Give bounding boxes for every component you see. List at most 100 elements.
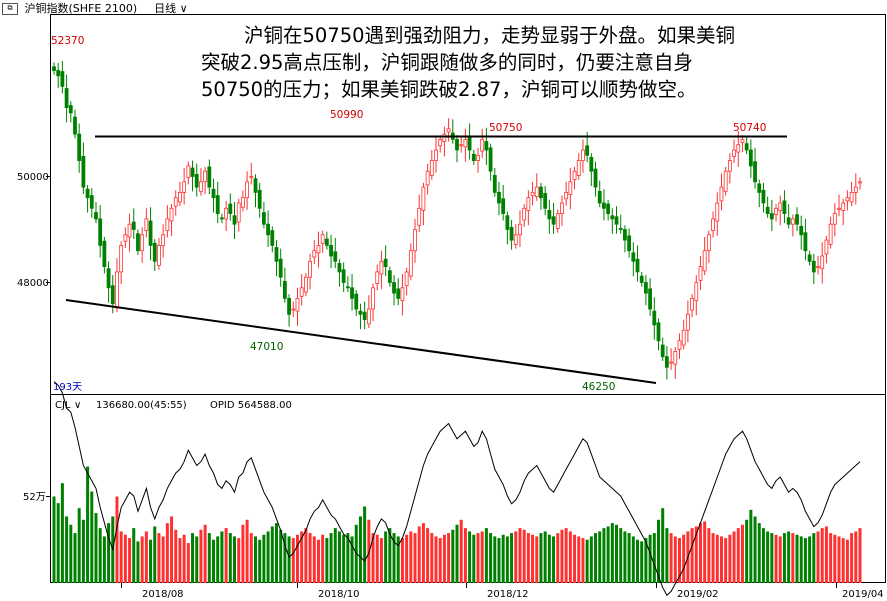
candle-body: [518, 223, 522, 236]
volume-bar: [149, 539, 153, 583]
candle-body: [736, 144, 741, 153]
candle-body: [816, 266, 820, 269]
volume-bar: [547, 534, 551, 583]
volume-bar: [782, 533, 786, 583]
candle-body: [455, 138, 459, 151]
volume-bar: [165, 523, 169, 583]
candle-body: [270, 230, 275, 246]
volume-bar: [203, 524, 207, 583]
volume-bar: [316, 539, 320, 583]
volume-bar: [711, 533, 715, 583]
volume-bar: [661, 508, 665, 583]
candle-body: [379, 260, 384, 275]
candle-body: [417, 207, 422, 226]
candle-body: [463, 138, 468, 148]
candle-body: [606, 203, 611, 214]
x-tick-2018-12: 2018/12: [487, 589, 529, 600]
volume-bar: [220, 531, 224, 583]
volume-bar: [694, 526, 698, 583]
candle-body: [215, 195, 220, 215]
volume-bar: [69, 524, 73, 583]
volume-bar: [266, 531, 270, 583]
candle-body: [824, 239, 829, 255]
candle-body: [648, 288, 653, 310]
candle-body: [102, 240, 107, 268]
volume-bar: [115, 496, 119, 583]
volume-bar: [77, 508, 81, 583]
window-menu-icon[interactable]: ⧉: [2, 3, 18, 15]
period-dropdown-icon[interactable]: ∨: [179, 2, 188, 15]
candle-body: [341, 269, 346, 283]
volume-bar: [791, 533, 795, 583]
candle-body: [644, 282, 648, 294]
candle-body: [354, 293, 359, 310]
candle-body: [820, 255, 825, 270]
candle-body: [110, 285, 115, 305]
candle-body: [858, 181, 862, 184]
candle-body: [123, 234, 128, 242]
volume-bar: [787, 531, 791, 583]
volume-bar: [858, 528, 862, 583]
high-label-52370: 52370: [51, 35, 84, 47]
volume-bar: [442, 534, 446, 583]
volume-bar: [728, 534, 732, 583]
candle-body: [631, 252, 636, 262]
candle-body: [232, 215, 237, 225]
volume-bar: [379, 538, 383, 583]
candle-body: [627, 235, 632, 252]
volume-bar: [245, 519, 249, 583]
volume-bar: [665, 528, 669, 583]
volume-bar: [295, 534, 299, 583]
candle-body: [211, 188, 216, 199]
candle-body: [182, 181, 187, 193]
volume-bar: [241, 524, 245, 583]
volume-bar: [52, 496, 56, 583]
volume-bar: [81, 519, 85, 583]
candle-body: [236, 202, 241, 223]
volume-bar: [233, 536, 237, 583]
volume-bar: [312, 536, 316, 583]
volume-bar: [186, 543, 190, 583]
volume-bar: [417, 526, 421, 583]
volume-bar: [283, 533, 287, 583]
volume-bar: [619, 528, 623, 583]
candle-body: [77, 133, 82, 162]
volume-bar: [86, 466, 90, 583]
candle-body: [740, 138, 745, 143]
candle-body: [366, 308, 371, 325]
volume-bar: [669, 533, 673, 583]
volume-dropdown-icon[interactable]: ∨: [74, 400, 81, 411]
volume-bar: [778, 536, 782, 583]
volume-bar-series: [52, 466, 862, 583]
candle-body: [203, 170, 208, 183]
candle-body: [358, 310, 363, 315]
candle-body: [534, 186, 539, 198]
candle-body: [127, 223, 132, 238]
volume-bar: [719, 536, 723, 583]
x-axis: 2018/08 2018/10 2018/12 2019/02 2019/04: [121, 583, 884, 600]
candle-body: [702, 250, 707, 272]
candle-body: [408, 250, 413, 277]
volume-indicator-name[interactable]: CJL: [55, 400, 71, 411]
candle-body: [295, 297, 300, 312]
candle-body: [413, 229, 417, 252]
candle-body: [602, 202, 606, 209]
candle-body: [362, 311, 367, 320]
candle-body: [543, 193, 548, 209]
candle-body: [446, 128, 451, 133]
candle-body: [530, 191, 535, 196]
volume-bar: [724, 538, 728, 583]
volume-bar: [358, 516, 362, 583]
volume-bar: [132, 528, 136, 583]
volume-bar: [409, 531, 413, 583]
volume-bar: [350, 536, 354, 583]
candle-body: [727, 160, 732, 172]
volume-bar: [98, 528, 102, 583]
period-selector[interactable]: 日线: [154, 2, 177, 15]
volume-bar: [564, 528, 568, 583]
candle-body: [421, 186, 426, 211]
volume-bar: [556, 533, 560, 583]
candle-body: [324, 238, 329, 246]
volume-bar: [249, 533, 253, 583]
volume-bar: [631, 536, 635, 583]
